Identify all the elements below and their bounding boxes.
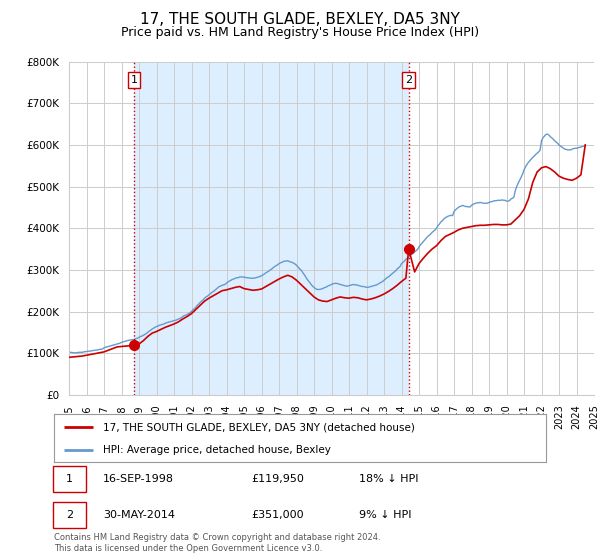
Text: 30-MAY-2014: 30-MAY-2014 (103, 510, 175, 520)
Text: £351,000: £351,000 (251, 510, 304, 520)
FancyBboxPatch shape (53, 466, 86, 492)
Text: 17, THE SOUTH GLADE, BEXLEY, DA5 3NY (detached house): 17, THE SOUTH GLADE, BEXLEY, DA5 3NY (de… (103, 422, 415, 432)
Text: Contains HM Land Registry data © Crown copyright and database right 2024.
This d: Contains HM Land Registry data © Crown c… (54, 533, 380, 553)
FancyBboxPatch shape (53, 502, 86, 528)
Text: 1: 1 (130, 75, 137, 85)
Text: 16-SEP-1998: 16-SEP-1998 (103, 474, 174, 484)
Text: 18% ↓ HPI: 18% ↓ HPI (359, 474, 419, 484)
Text: £119,950: £119,950 (251, 474, 304, 484)
Text: 2: 2 (405, 75, 412, 85)
Text: Price paid vs. HM Land Registry's House Price Index (HPI): Price paid vs. HM Land Registry's House … (121, 26, 479, 39)
Bar (134, 62, 409, 395)
Text: 17, THE SOUTH GLADE, BEXLEY, DA5 3NY: 17, THE SOUTH GLADE, BEXLEY, DA5 3NY (140, 12, 460, 27)
Text: 9% ↓ HPI: 9% ↓ HPI (359, 510, 412, 520)
Text: HPI: Average price, detached house, Bexley: HPI: Average price, detached house, Bexl… (103, 445, 331, 455)
Text: 1: 1 (66, 474, 73, 484)
Text: 2: 2 (66, 510, 73, 520)
